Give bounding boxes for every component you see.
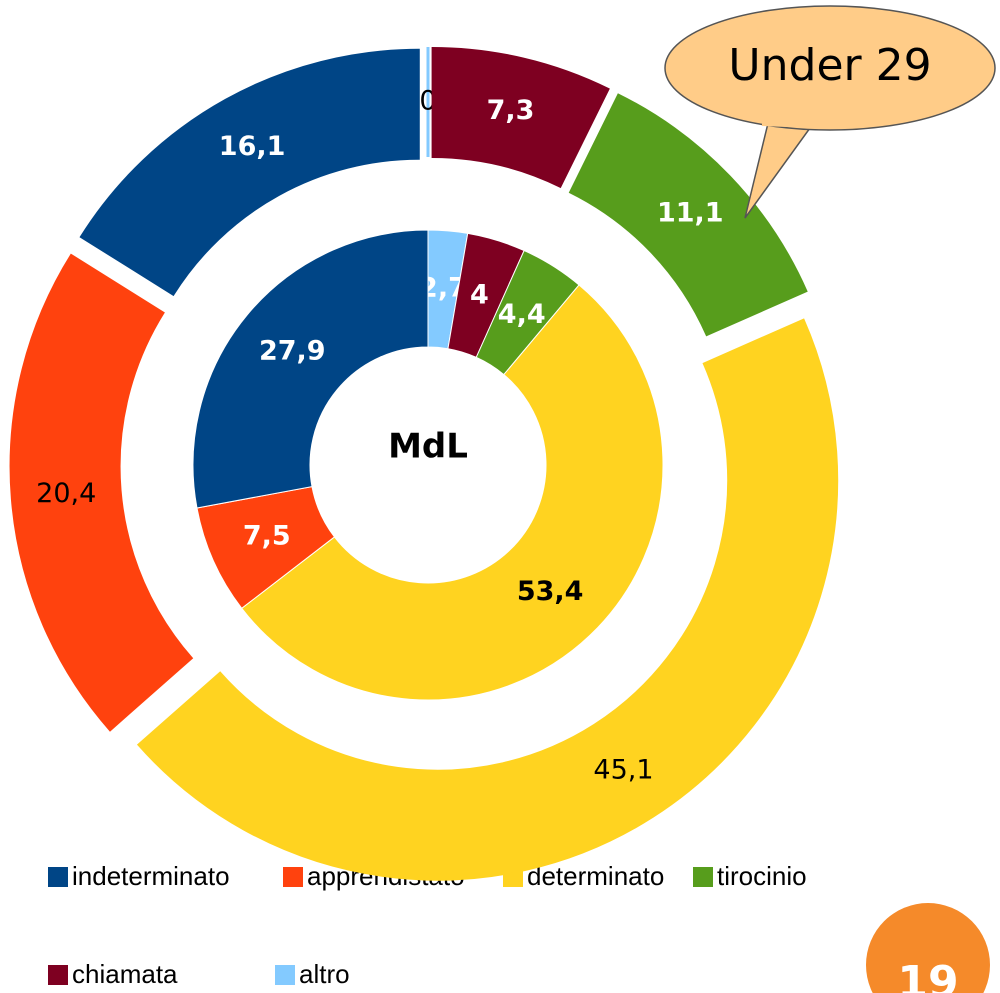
legend-swatch [48,867,68,887]
callout-bubble [664,5,996,131]
legend-label: indeterminato [72,861,230,891]
donut-segment [79,48,420,297]
center-label: MdL [388,427,468,467]
data-label: 27,9 [259,336,326,367]
legend-label: chiamata [72,959,178,989]
legend-label: tirocinio [717,861,807,891]
donut-segment [9,253,194,732]
page-number: 19 [897,957,958,993]
data-label: 20,4 [36,478,96,509]
donut-segment [568,93,808,337]
data-label: 53,4 [517,576,584,607]
callout-join [761,122,813,128]
donut: 2,7 44,453,47,527,90 7,311,145,120,416,1 [9,46,839,881]
callout-text: Under 29 [728,40,931,91]
legend-label: determinato [527,861,664,891]
data-label: 4,4 [498,299,546,330]
data-label: 45,1 [593,754,653,785]
legend: indeterminatoapprendistatodeterminatotir… [48,861,807,989]
callout-tail [744,114,812,219]
data-label: 7,3 [487,95,535,126]
page-number-badge [866,903,990,993]
legend-swatch [693,867,713,887]
callout: Under 29 [664,5,996,219]
data-label: 16,1 [219,131,286,162]
donut-segment [192,229,429,509]
legend-swatch [283,867,303,887]
legend-label: altro [299,959,350,989]
donut-segment [431,46,610,189]
data-label: 11,1 [657,198,724,229]
legend-swatch [275,965,295,985]
data-label: 7,5 [243,520,291,551]
data-label: 4 [470,280,489,311]
legend-swatch [48,965,68,985]
donut-segment [241,284,664,701]
donut-segment [136,318,839,881]
